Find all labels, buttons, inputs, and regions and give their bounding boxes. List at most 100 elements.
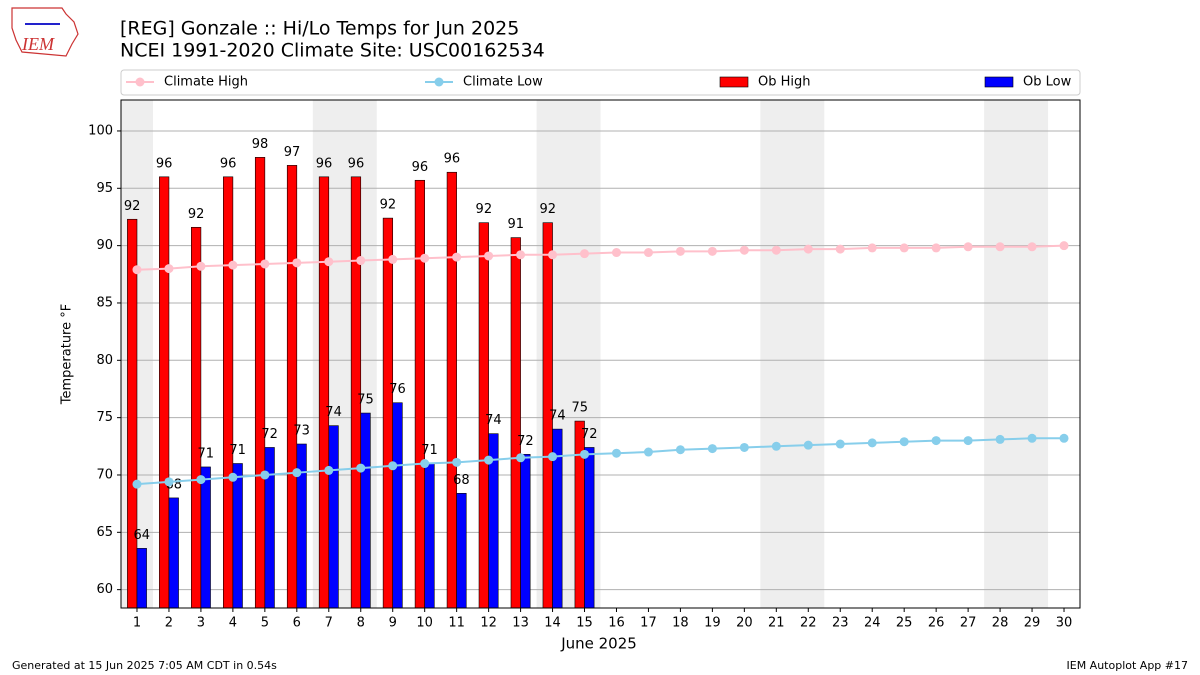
- climate-point: [164, 264, 174, 274]
- climate-point: [580, 449, 590, 459]
- data-label: 76: [389, 382, 406, 397]
- data-label: 91: [508, 217, 525, 232]
- climate-point: [484, 455, 494, 465]
- climate-point: [132, 265, 142, 275]
- y-tick-label: 70: [96, 467, 113, 482]
- x-tick-label: 3: [197, 616, 205, 631]
- data-label: 98: [252, 137, 269, 152]
- data-label: 96: [412, 160, 429, 175]
- climate-point: [452, 457, 462, 467]
- x-tick-label: 13: [512, 616, 529, 631]
- bar: [232, 463, 243, 609]
- climate-point: [580, 249, 590, 259]
- climate-point: [899, 437, 909, 447]
- bar: [222, 176, 234, 609]
- x-tick-label: 10: [416, 616, 433, 631]
- x-tick-label: 15: [576, 616, 593, 631]
- data-label: 92: [188, 207, 205, 222]
- climate-point: [1059, 433, 1069, 443]
- climate-point: [835, 244, 845, 254]
- bar: [510, 237, 521, 609]
- climate-point: [420, 459, 430, 469]
- legend-marker: [434, 77, 444, 87]
- climate-point: [611, 248, 621, 258]
- data-label: 92: [124, 199, 141, 214]
- plot-frame: [120, 99, 1081, 609]
- climate-point: [611, 448, 621, 458]
- x-tick-label: 19: [704, 616, 721, 631]
- climate-point: [548, 250, 558, 260]
- climate-point: [643, 248, 653, 258]
- climate-point: [228, 472, 238, 482]
- legend-label: Ob High: [758, 75, 811, 90]
- data-label: 72: [517, 434, 534, 449]
- bar: [200, 466, 211, 609]
- data-label: 92: [539, 202, 556, 217]
- x-tick-label: 7: [325, 616, 333, 631]
- bar: [286, 165, 298, 609]
- data-label: 68: [453, 473, 470, 488]
- legend-label: Ob Low: [1023, 75, 1072, 90]
- data-label: 96: [316, 156, 333, 171]
- x-tick-label: 2: [165, 616, 173, 631]
- data-label: 72: [581, 427, 598, 442]
- climate-point: [164, 477, 174, 487]
- bar: [446, 171, 457, 609]
- climate-point: [771, 245, 781, 255]
- climate-point: [516, 453, 526, 463]
- climate-point: [516, 250, 526, 260]
- y-tick-label: 80: [96, 353, 113, 368]
- bar: [191, 226, 202, 609]
- climate-point: [1027, 433, 1037, 443]
- x-tick-label: 22: [800, 616, 817, 631]
- bar: [574, 420, 585, 609]
- legend-label: Climate High: [164, 75, 248, 90]
- climate-point: [452, 252, 462, 262]
- chart-title: [REG] Gonzale :: Hi/Lo Temps for Jun 202…: [120, 18, 519, 40]
- data-label: 74: [325, 405, 342, 420]
- y-tick-label: 60: [96, 582, 113, 597]
- climate-point: [196, 475, 206, 485]
- bar: [136, 548, 147, 609]
- bar: [382, 217, 394, 609]
- data-label: 71: [229, 443, 246, 458]
- y-tick-label: 90: [96, 238, 113, 253]
- bar: [414, 179, 425, 609]
- climate-point: [867, 243, 877, 253]
- climate-point: [260, 259, 270, 269]
- climate-point: [356, 463, 366, 473]
- bar: [168, 497, 179, 609]
- x-tick-label: 16: [608, 616, 625, 631]
- x-tick-label: 8: [357, 616, 365, 631]
- x-tick-label: 28: [992, 616, 1009, 631]
- data-label: 92: [380, 198, 397, 213]
- climate-point: [963, 436, 973, 446]
- data-label: 71: [421, 443, 438, 458]
- bar: [254, 157, 266, 609]
- data-label: 71: [197, 446, 214, 461]
- climate-point: [675, 445, 685, 455]
- x-tick-label: 25: [896, 616, 913, 631]
- legend-box: [120, 69, 1081, 96]
- climate-point: [324, 465, 334, 475]
- climate-point: [1059, 241, 1069, 251]
- climate-line: [136, 244, 1065, 271]
- y-tick-label: 100: [88, 123, 113, 138]
- bar: [424, 463, 435, 609]
- data-label: 92: [476, 202, 493, 217]
- y-tick-label: 75: [96, 410, 113, 425]
- x-tick-label: 14: [544, 616, 561, 631]
- x-tick-label: 18: [672, 616, 689, 631]
- climate-point: [739, 442, 749, 452]
- data-label: 74: [485, 413, 502, 428]
- climate-point: [963, 242, 973, 252]
- bar: [456, 493, 467, 609]
- data-label: 75: [571, 401, 588, 416]
- x-tick-label: 9: [389, 616, 397, 631]
- y-tick-label: 95: [96, 181, 113, 196]
- logo-outline: [11, 7, 79, 57]
- climate-point: [292, 258, 302, 268]
- footer-right: IEM Autoplot App #17: [1067, 659, 1189, 672]
- logo-text: IEM: [21, 34, 55, 54]
